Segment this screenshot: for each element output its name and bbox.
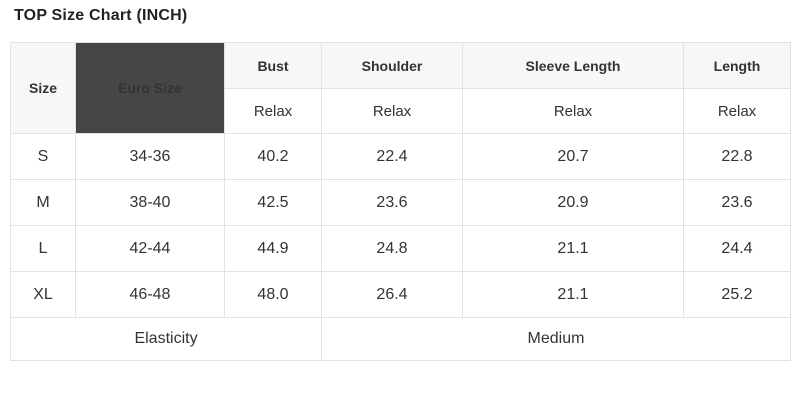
col-header-euro-size: Euro Size bbox=[75, 42, 225, 134]
size-row-m: M 38-40 42.5 23.6 20.9 23.6 bbox=[10, 179, 791, 226]
size-row-s: S 34-36 40.2 22.4 20.7 22.8 bbox=[10, 133, 791, 180]
bust-cell: 42.5 bbox=[224, 179, 322, 226]
footer-row: Elasticity Medium bbox=[10, 317, 791, 361]
length-cell: 24.4 bbox=[683, 225, 791, 272]
bust-cell: 40.2 bbox=[224, 133, 322, 180]
elasticity-value: Medium bbox=[321, 317, 791, 361]
sleeve-length-cell: 21.1 bbox=[462, 271, 684, 318]
size-chart-table: Size Euro Size Bust Shoulder Sleeve Leng… bbox=[10, 42, 791, 361]
fit-cell-shoulder: Relax bbox=[321, 88, 463, 134]
header-row: Size Euro Size Bust Shoulder Sleeve Leng… bbox=[10, 42, 791, 134]
shoulder-cell: 26.4 bbox=[321, 271, 463, 318]
col-header-length: Length bbox=[683, 42, 791, 89]
size-cell: S bbox=[10, 133, 76, 180]
fit-cell-length: Relax bbox=[683, 88, 791, 134]
euro-size-cell: 34-36 bbox=[75, 133, 225, 180]
size-cell: M bbox=[10, 179, 76, 226]
shoulder-cell: 22.4 bbox=[321, 133, 463, 180]
col-header-bust: Bust bbox=[224, 42, 322, 89]
size-row-xl: XL 46-48 48.0 26.4 21.1 25.2 bbox=[10, 271, 791, 318]
shoulder-cell: 24.8 bbox=[321, 225, 463, 272]
sleeve-length-cell: 20.9 bbox=[462, 179, 684, 226]
length-cell: 25.2 bbox=[683, 271, 791, 318]
length-cell: 22.8 bbox=[683, 133, 791, 180]
bust-cell: 44.9 bbox=[224, 225, 322, 272]
shoulder-cell: 23.6 bbox=[321, 179, 463, 226]
size-cell: L bbox=[10, 225, 76, 272]
length-cell: 23.6 bbox=[683, 179, 791, 226]
bust-cell: 48.0 bbox=[224, 271, 322, 318]
col-header-shoulder: Shoulder bbox=[321, 42, 463, 89]
sleeve-length-cell: 20.7 bbox=[462, 133, 684, 180]
col-header-sleeve-length: Sleeve Length bbox=[462, 42, 684, 89]
euro-size-cell: 38-40 bbox=[75, 179, 225, 226]
fit-row: Relax Relax Relax Relax bbox=[11, 88, 791, 134]
size-cell: XL bbox=[10, 271, 76, 318]
elasticity-label: Elasticity bbox=[10, 317, 322, 361]
sleeve-length-cell: 21.1 bbox=[462, 225, 684, 272]
euro-size-cell: 42-44 bbox=[75, 225, 225, 272]
fit-cell-sleeve-length: Relax bbox=[462, 88, 684, 134]
size-row-l: L 42-44 44.9 24.8 21.1 24.4 bbox=[10, 225, 791, 272]
page-title: TOP Size Chart (INCH) bbox=[14, 7, 188, 24]
fit-cell-bust: Relax bbox=[224, 88, 322, 134]
col-header-size: Size bbox=[10, 42, 76, 134]
euro-size-cell: 46-48 bbox=[75, 271, 225, 318]
